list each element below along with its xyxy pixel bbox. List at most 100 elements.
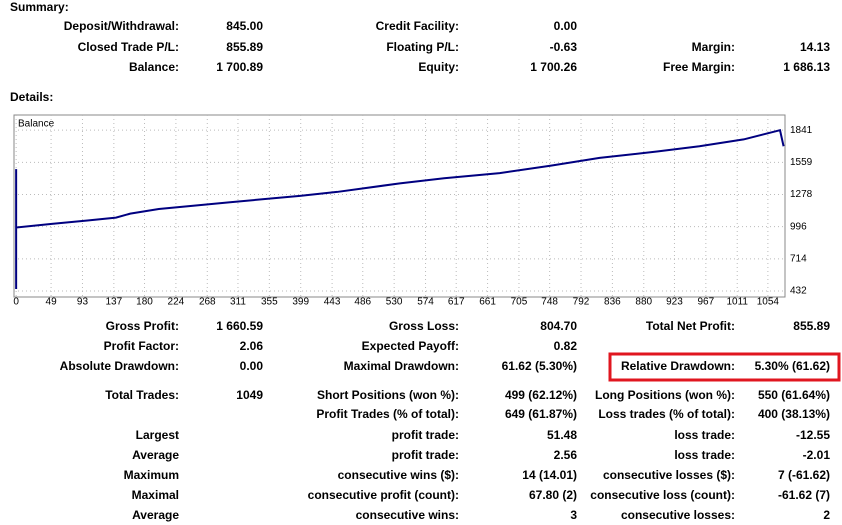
label: Maximum — [124, 468, 179, 482]
value: 67.80 (2) — [529, 488, 577, 502]
value: 2.06 — [240, 339, 264, 353]
y-tick-label: 996 — [790, 221, 807, 232]
x-tick-label: 705 — [511, 297, 528, 308]
label: Deposit/Withdrawal: — [64, 19, 179, 33]
label: consecutive losses ($): — [603, 468, 735, 482]
y-tick-label: 1278 — [790, 189, 813, 200]
x-tick-label: 443 — [324, 297, 341, 308]
value: -0.63 — [550, 40, 578, 54]
x-tick-label: 792 — [573, 297, 590, 308]
label: Profit Factor: — [104, 339, 179, 353]
label: Free Margin: — [663, 60, 735, 74]
label: consecutive profit (count): — [308, 488, 459, 502]
value: 855.89 — [793, 319, 830, 333]
x-tick-label: 748 — [541, 297, 558, 308]
label: Profit Trades (% of total): — [316, 407, 459, 421]
label: Total Net Profit: — [646, 319, 735, 333]
x-tick-label: 1011 — [726, 297, 748, 308]
label: loss trade: — [674, 448, 735, 462]
label: Closed Trade P/L: — [78, 40, 179, 54]
label: loss trade: — [674, 428, 735, 442]
x-tick-label: 1054 — [757, 297, 780, 308]
value: 5.30% (61.62) — [755, 359, 830, 373]
label: consecutive wins: — [356, 508, 459, 522]
x-tick-label: 268 — [199, 297, 216, 308]
x-tick-label: 617 — [448, 297, 465, 308]
x-tick-label: 836 — [604, 297, 621, 308]
label: Floating P/L: — [386, 40, 459, 54]
value: 499 (62.12%) — [505, 388, 577, 402]
x-tick-label: 137 — [106, 297, 123, 308]
label: Long Positions (won %): — [595, 388, 735, 402]
summary-title: Summary: — [10, 0, 69, 14]
value: -2.01 — [803, 448, 831, 462]
label: Absolute Drawdown: — [60, 359, 179, 373]
label: Margin: — [692, 40, 735, 54]
label: Largest — [136, 428, 179, 442]
label: Gross Loss: — [389, 319, 459, 333]
value: 61.62 (5.30%) — [502, 359, 577, 373]
x-tick-label: 0 — [13, 297, 19, 308]
label: Balance: — [129, 60, 179, 74]
value: 14 (14.01) — [522, 468, 577, 482]
x-tick-label: 486 — [354, 297, 371, 308]
details-title: Details: — [10, 90, 53, 104]
label: Loss trades (% of total): — [598, 407, 735, 421]
y-tick-label: 714 — [790, 253, 807, 264]
x-tick-label: 355 — [261, 297, 278, 308]
y-tick-label: 432 — [790, 286, 807, 297]
label: Expected Payoff: — [362, 339, 459, 353]
x-tick-label: 224 — [168, 297, 185, 308]
x-tick-label: 574 — [417, 297, 434, 308]
value: 550 (61.64%) — [758, 388, 830, 402]
x-tick-label: 530 — [386, 297, 403, 308]
value: 51.48 — [547, 428, 577, 442]
value: 1049 — [236, 388, 263, 402]
value: -61.62 (7) — [778, 488, 830, 502]
label: Equity: — [418, 60, 459, 74]
x-tick-label: 399 — [292, 297, 309, 308]
label: Average — [132, 508, 179, 522]
value: 0.00 — [240, 359, 264, 373]
value: 3 — [570, 508, 577, 522]
x-tick-label: 93 — [77, 297, 89, 308]
value: 2 — [823, 508, 830, 522]
series-name: Balance — [18, 119, 55, 130]
value: 400 (38.13%) — [758, 407, 830, 421]
x-tick-label: 880 — [635, 297, 652, 308]
value: 0.00 — [554, 19, 578, 33]
y-tick-label: 1841 — [790, 125, 813, 136]
label: consecutive loss (count): — [590, 488, 735, 502]
x-tick-label: 311 — [230, 297, 246, 308]
label: profit trade: — [392, 448, 459, 462]
value: 2.56 — [554, 448, 578, 462]
label: Maximal Drawdown: — [344, 359, 459, 373]
label: consecutive losses: — [621, 508, 735, 522]
label: Gross Profit: — [106, 319, 179, 333]
value: 845.00 — [226, 19, 263, 33]
value: 1 660.59 — [216, 319, 263, 333]
value: 649 (61.87%) — [505, 407, 577, 421]
label: Credit Facility: — [376, 19, 459, 33]
chart-frame — [13, 114, 786, 298]
label: profit trade: — [392, 428, 459, 442]
balance-line — [15, 128, 785, 289]
value: 1 686.13 — [783, 60, 830, 74]
value: 855.89 — [226, 40, 263, 54]
value: 0.82 — [554, 339, 578, 353]
value: 1 700.26 — [530, 60, 577, 74]
x-tick-label: 923 — [666, 297, 683, 308]
label: Total Trades: — [105, 388, 179, 402]
x-tick-label: 180 — [136, 297, 153, 308]
x-tick-label: 661 — [479, 297, 496, 308]
label: Relative Drawdown: — [621, 359, 735, 373]
value: 14.13 — [800, 40, 830, 54]
label: Average — [132, 448, 179, 462]
value: 7 (-61.62) — [778, 468, 830, 482]
x-tick-label: 967 — [697, 297, 714, 308]
value: 1 700.89 — [216, 60, 263, 74]
label: consecutive wins ($): — [338, 468, 459, 482]
highlight-box — [608, 352, 841, 382]
